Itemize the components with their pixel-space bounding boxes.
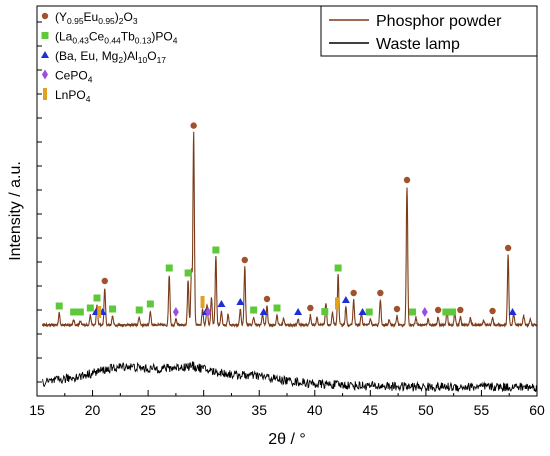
phase-marker-circle	[457, 306, 464, 314]
phase-marker-bar	[97, 306, 102, 318]
phase-legend-marker	[41, 32, 49, 39]
phase-marker-circle	[393, 305, 401, 313]
phase-marker-circle	[377, 289, 384, 297]
phase-marker-triangle	[217, 300, 226, 307]
phase-legend-label: (Y0.95Eu0.95)2O3	[55, 10, 138, 26]
phase-legend-marker	[42, 69, 48, 80]
phase-marker-square	[70, 308, 78, 316]
series-legend	[320, 5, 538, 57]
phase-marker-square	[86, 304, 94, 312]
x-tick-label: 15	[29, 402, 45, 418]
phase-marker-triangle	[259, 308, 268, 315]
phase-marker-square	[409, 308, 417, 316]
phase-marker-square	[109, 305, 117, 313]
phase-legend-marker	[43, 88, 47, 100]
phase-marker-square	[184, 269, 192, 277]
x-tick-label: 20	[85, 402, 101, 418]
phase-marker-square	[334, 264, 342, 272]
phase-marker-circle	[190, 122, 197, 129]
phase-marker-square	[146, 300, 154, 308]
phase-marker-square	[321, 308, 329, 316]
phase-marker-square	[55, 302, 63, 310]
phase-marker-bar	[200, 296, 205, 308]
phase-marker-circle	[101, 277, 108, 285]
x-tick-label: 30	[196, 402, 212, 418]
plot-frame	[36, 5, 538, 397]
phase-marker-circle	[403, 176, 411, 184]
phase-marker-square	[250, 306, 258, 314]
x-tick-label: 50	[418, 402, 434, 418]
phase-marker-square	[365, 308, 373, 316]
x-tick-label: 45	[363, 402, 379, 418]
phase-legend-label: (Ba, Eu, Mg2)Al10O17	[55, 49, 166, 65]
phase-marker-circle	[263, 295, 271, 303]
x-tick-label: 25	[140, 402, 156, 418]
phase-marker-circle	[434, 306, 442, 314]
phase-marker-circle	[350, 289, 357, 297]
phase-legend-marker	[41, 51, 49, 58]
phase-marker-square	[165, 264, 173, 272]
phase-marker-diamond	[172, 307, 179, 317]
x-axis-label: 2θ / °	[268, 431, 306, 448]
phase-marker-triangle	[358, 308, 367, 315]
x-tick-label: 35	[251, 402, 267, 418]
phase-marker-bar	[335, 297, 339, 310]
phase-legend-label: (La0.43Ce0.44Tb0.13)PO4	[55, 30, 178, 46]
x-tick-label: 60	[529, 402, 545, 418]
phase-legend-marker	[41, 12, 49, 20]
x-tick-label: 55	[474, 402, 490, 418]
phase-marker-square	[76, 308, 84, 316]
phase-marker-triangle	[341, 296, 350, 303]
phase-marker-circle	[504, 244, 512, 252]
phase-marker-diamond	[205, 307, 212, 317]
phase-marker-square	[93, 294, 101, 302]
phase-marker-square	[449, 308, 457, 316]
phase-marker-circle	[307, 304, 314, 312]
phase-legend-label: CePO4	[55, 69, 93, 85]
y-axis-label: Intensity / a.u.	[7, 161, 24, 261]
phase-marker-triangle	[236, 298, 245, 305]
series-waste-lamp-line	[42, 361, 537, 393]
x-tick-label: 40	[307, 402, 323, 418]
phase-legend-label: LnPO4	[55, 88, 91, 104]
series-phosphor-powder-line	[42, 131, 537, 329]
phase-marker-circle	[489, 307, 496, 315]
phase-marker-triangle	[508, 308, 517, 315]
phase-marker-diamond	[421, 307, 428, 317]
series-legend-label: Phosphor powder	[376, 13, 502, 30]
phase-marker-square	[442, 308, 450, 316]
phase-marker-square	[212, 246, 220, 254]
phase-marker-circle	[241, 256, 248, 264]
phase-marker-square	[273, 304, 281, 312]
series-legend-label: Waste lamp	[376, 36, 460, 53]
phase-marker-triangle	[294, 308, 303, 315]
phase-marker-square	[135, 306, 143, 314]
